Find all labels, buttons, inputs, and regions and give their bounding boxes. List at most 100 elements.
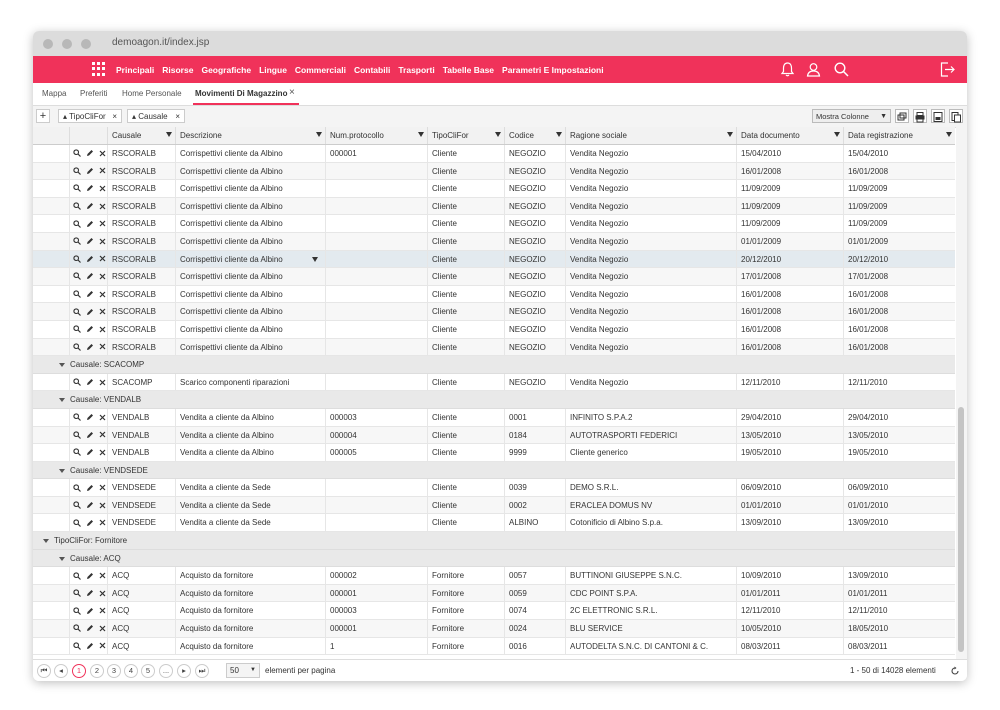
refresh-icon[interactable] (950, 666, 960, 676)
filter-icon[interactable] (834, 132, 840, 137)
delete-x-icon[interactable] (99, 220, 106, 227)
edit-pencil-icon[interactable] (86, 325, 94, 333)
vertical-scrollbar[interactable] (956, 127, 967, 659)
table-row[interactable]: VENDSEDE Vendita a cliente da Sede Cliente… (33, 514, 955, 533)
view-icon[interactable] (73, 202, 81, 211)
view-icon[interactable] (73, 624, 81, 633)
window-maximize-dot[interactable] (81, 39, 91, 49)
menu-item-parametri[interactable]: Parametri E Impostazioni (502, 64, 604, 75)
view-icon[interactable] (73, 272, 81, 281)
delete-x-icon[interactable] (99, 590, 106, 597)
delete-x-icon[interactable] (99, 502, 106, 509)
table-row[interactable]: VENDSEDE Vendita a cliente da Sede Cliente… (33, 496, 955, 515)
menu-item-geografiche[interactable]: Geografiche (201, 64, 252, 75)
view-icon[interactable] (73, 167, 81, 175)
view-icon[interactable] (73, 413, 81, 422)
delete-x-icon[interactable] (99, 238, 106, 245)
cell-filter-icon[interactable] (312, 256, 318, 262)
view-icon[interactable] (73, 607, 81, 615)
bell-icon[interactable] (779, 61, 796, 78)
menu-item-contabili[interactable]: Contabili (353, 64, 391, 75)
user-icon[interactable] (805, 61, 822, 78)
delete-x-icon[interactable] (99, 203, 106, 210)
export-button[interactable] (949, 109, 963, 123)
chip-remove-icon[interactable]: × (112, 112, 117, 121)
page-button-2[interactable]: 2 (90, 664, 104, 678)
delete-x-icon[interactable] (99, 484, 106, 491)
view-icon[interactable] (73, 501, 81, 510)
header-tipoclifor[interactable]: TipoCliFor (427, 127, 504, 144)
group-chip-causale[interactable]: ▴ Causale × (127, 109, 185, 123)
edit-pencil-icon[interactable] (86, 572, 94, 580)
print-button[interactable] (913, 109, 927, 123)
filter-icon[interactable] (556, 132, 562, 137)
edit-pencil-icon[interactable] (86, 184, 94, 192)
edit-pencil-icon[interactable] (86, 484, 94, 492)
view-icon[interactable] (73, 483, 81, 492)
view-icon[interactable] (73, 378, 81, 386)
page-button-3[interactable]: 3 (107, 664, 121, 678)
group-row[interactable]: Causale: VENDSEDE (33, 461, 955, 480)
show-columns-select[interactable]: Mostra Colonne ▼ (812, 109, 891, 123)
table-row[interactable]: RSCORALB Corrispettivi cliente da Albino C… (33, 180, 955, 198)
edit-pencil-icon[interactable] (86, 202, 94, 210)
window-close-dot[interactable] (43, 39, 53, 49)
delete-x-icon[interactable] (99, 255, 106, 262)
view-icon[interactable] (73, 589, 81, 598)
edit-pencil-icon[interactable] (86, 149, 94, 157)
tab-mappa[interactable]: Mappa (42, 89, 67, 98)
collapse-triangle-icon[interactable] (59, 398, 65, 403)
tab-movimenti-di-magazzino[interactable]: Movimenti Di Magazzino (195, 89, 288, 98)
view-icon[interactable] (73, 255, 81, 263)
delete-x-icon[interactable] (99, 343, 106, 350)
edit-pencil-icon[interactable] (86, 255, 94, 263)
delete-x-icon[interactable] (99, 449, 106, 456)
group-chip-tipoclifor[interactable]: ▴ TipoCliFor × (58, 109, 122, 123)
view-icon[interactable] (73, 519, 81, 527)
group-row[interactable]: Causale: VENDALB (33, 391, 955, 409)
edit-pencil-icon[interactable] (86, 220, 94, 228)
tab-home-personale[interactable]: Home Personale (122, 89, 182, 98)
header-data-documento[interactable]: Data documento (736, 127, 843, 144)
collapse-triangle-icon[interactable] (59, 363, 65, 368)
edit-pencil-icon[interactable] (86, 431, 94, 439)
table-row[interactable]: RSCORALB Corrispettivi cliente da Albino C… (33, 338, 955, 357)
table-row[interactable]: SCACOMP Scarico componenti riparazioni Cli… (33, 373, 955, 392)
first-page-button[interactable]: ⏮ (37, 664, 51, 678)
delete-x-icon[interactable] (99, 625, 106, 632)
edit-pencil-icon[interactable] (86, 413, 94, 421)
view-icon[interactable] (73, 343, 81, 351)
menu-item-commerciali[interactable]: Commerciali (294, 64, 346, 75)
filter-icon[interactable] (166, 132, 172, 137)
header-descrizione[interactable]: Descrizione (175, 127, 325, 144)
delete-x-icon[interactable] (99, 185, 106, 192)
edit-pencil-icon[interactable] (86, 343, 94, 351)
last-page-button[interactable]: ⏭ (195, 664, 209, 678)
edit-pencil-icon[interactable] (86, 519, 94, 527)
view-icon[interactable] (73, 571, 81, 580)
edit-pencil-icon[interactable] (86, 167, 94, 175)
delete-x-icon[interactable] (99, 414, 106, 421)
edit-pencil-icon[interactable] (86, 448, 94, 456)
logout-icon[interactable] (939, 61, 956, 78)
delete-x-icon[interactable] (99, 607, 106, 614)
delete-x-icon[interactable] (99, 291, 106, 298)
table-row[interactable]: RSCORALB Corrispettivi cliente da Albino C… (33, 232, 955, 251)
table-row[interactable]: RSCORALB Corrispettivi cliente da Albino C… (33, 250, 955, 269)
group-row[interactable]: Causale: ACQ (33, 549, 955, 568)
view-icon[interactable] (73, 642, 81, 650)
edit-pencil-icon[interactable] (86, 642, 94, 650)
table-row[interactable]: RSCORALB Corrispettivi cliente da Albino 0… (33, 145, 955, 163)
filter-icon[interactable] (495, 132, 501, 137)
view-icon[interactable] (73, 149, 81, 158)
prev-page-button[interactable]: ◂ (54, 664, 68, 678)
edit-pencil-icon[interactable] (86, 624, 94, 632)
table-row[interactable]: RSCORALB Corrispettivi cliente da Albino C… (33, 303, 955, 321)
table-row[interactable]: VENDALB Vendita a cliente da Albino 000005… (33, 444, 955, 462)
delete-x-icon[interactable] (99, 167, 106, 174)
view-icon[interactable] (73, 184, 81, 193)
header-causale[interactable]: Causale (107, 127, 175, 144)
table-row[interactable]: RSCORALB Corrispettivi cliente da Albino C… (33, 320, 955, 339)
table-row[interactable]: VENDALB Vendita a cliente da Albino 000004… (33, 426, 955, 445)
menu-item-tabelle-base[interactable]: Tabelle Base (442, 64, 495, 75)
